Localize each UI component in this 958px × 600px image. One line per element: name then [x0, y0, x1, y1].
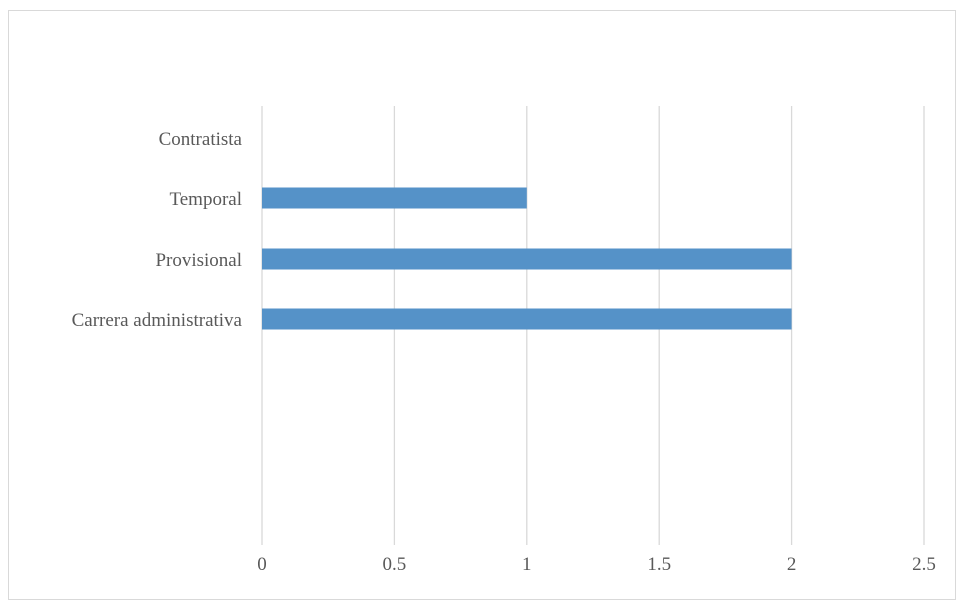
- x-tick-label: 0: [257, 554, 267, 575]
- x-tick-label: 1: [522, 554, 532, 575]
- bars: [262, 187, 792, 330]
- category-label: Provisional: [155, 250, 242, 271]
- x-tick-label: 2: [787, 554, 797, 575]
- category-labels: Contratista Temporal Provisional Carrera ad…: [72, 129, 243, 331]
- category-label: Carrera administrativa: [72, 310, 243, 331]
- x-axis-ticks: 0 0.5 1 1.5 2 2.5: [257, 554, 936, 575]
- bar-provisional: [262, 248, 792, 270]
- x-tick-label: 2.5: [912, 554, 936, 575]
- chart-frame: [8, 10, 956, 600]
- bar-carrera-administrativa: [262, 308, 792, 330]
- category-label: Temporal: [169, 189, 242, 210]
- x-tick-label: 0.5: [383, 554, 407, 575]
- category-label: Contratista: [159, 129, 243, 150]
- bar-chart: 0 0.5 1 1.5 2 2.5 Contratista Temporal Provisio…: [72, 106, 936, 575]
- x-tick-label: 1.5: [647, 554, 671, 575]
- bar-temporal: [262, 187, 527, 209]
